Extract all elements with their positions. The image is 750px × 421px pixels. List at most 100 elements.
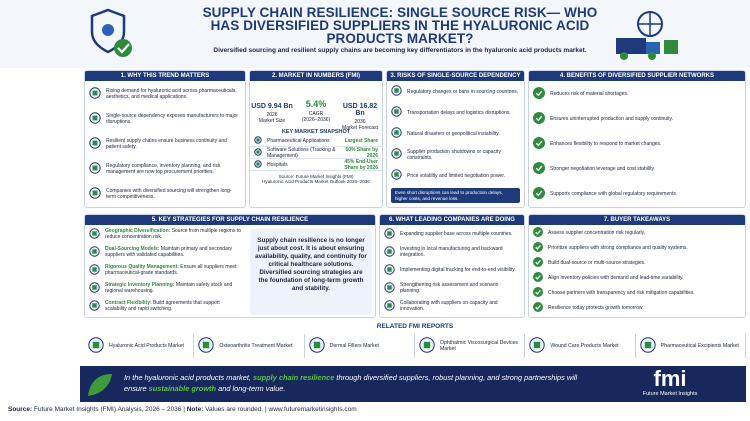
footer-label: Source: — [8, 406, 33, 413]
section-title: 5. KEY STRATEGIES FOR SUPPLY CHAIN RESIL… — [85, 215, 375, 225]
related-section: RELATED FMI REPORTS Hyaluronic Acid Prod… — [84, 323, 746, 363]
icon — [391, 169, 402, 182]
report: Dermal Fillers Market — [305, 334, 415, 358]
item-term: Dual-Sourcing Models: — [105, 246, 160, 252]
list-item: Align inventory policies with demand and… — [529, 270, 745, 285]
report-name: Hyaluronic Acid Products Market — [109, 343, 184, 349]
snapshot-share: 45% End-User Share by 2026 — [344, 158, 378, 171]
related-title: RELATED FMI REPORTS — [376, 323, 454, 330]
item-text: Dual-Sourcing Models: Maintain primary a… — [105, 246, 241, 258]
icon — [254, 159, 262, 170]
check-icon — [533, 186, 545, 201]
list-item: Resilience today protects growth tomorro… — [529, 300, 745, 315]
banner-part: supply chain resilience — [253, 373, 335, 382]
icon — [384, 299, 395, 313]
reports: Hyaluronic Acid Products Market Osteoarth… — [84, 334, 746, 358]
list-item: Transportation delays and logistics disr… — [387, 102, 524, 123]
item-text: Resilient supply chains ensure business … — [106, 137, 227, 150]
list-item: Regulatory changes or bans in sourcing c… — [387, 81, 524, 102]
footer-text: Values are rounded. — [205, 406, 264, 413]
item-text: Companies with diversified sourcing will… — [106, 187, 232, 200]
item-desc: Maintain primary and secondary suppliers… — [105, 246, 232, 258]
item-text: Transportation delays and logistics disr… — [407, 109, 511, 116]
list-item: Price volatility and limited negotiation… — [387, 165, 524, 186]
list-item: Implementing digital tracking for end-to… — [380, 261, 524, 279]
icon — [89, 263, 100, 277]
item-desc: Build agreements that support scalabilit… — [105, 300, 220, 312]
list: Assess supplier concentration risk regul… — [529, 225, 745, 315]
list-item: Stronger negotiation leverage and cost s… — [529, 156, 745, 181]
item-text: Reduces risk of material shortages. — [550, 90, 629, 97]
icon — [391, 148, 402, 161]
item-text: Implementing digital tracking for end-to… — [400, 267, 516, 273]
icon — [384, 263, 395, 277]
list-item: Investing in local manufacturing and bac… — [380, 243, 524, 261]
list-item: Ensures uninterrupted production and sup… — [529, 106, 745, 131]
item-desc: Maintain safety stock and regional wareh… — [105, 282, 233, 294]
icon — [198, 337, 215, 355]
stats: USD 9.94 Bn 2026 Market Size 5.4% CAGR (2026–… — [250, 81, 382, 131]
section-title: 6. WHAT LEADING COMPANIES ARE DOING — [380, 215, 524, 225]
item-text: Price volatility and limited negotiation… — [407, 172, 506, 179]
stat: 5.4% CAGR (2026–2036) — [295, 85, 337, 127]
report-name: Dermal Fillers Market — [329, 343, 379, 349]
check-icon — [533, 241, 543, 254]
title: SUPPLY CHAIN RESILIENCE: SINGLE SOURCE R… — [202, 5, 598, 46]
item-text: Prioritize suppliers with strong complia… — [548, 244, 688, 251]
icon — [639, 337, 656, 355]
stat-year: 2026 — [266, 112, 278, 118]
icon — [391, 106, 402, 119]
item-text: Assess supplier concentration risk regul… — [548, 229, 646, 236]
list-item: Build dual-source or multi-source strate… — [529, 255, 745, 270]
list: Geographic Diversification: Source from … — [85, 225, 245, 315]
note: Even short disruptions can lead to produ… — [391, 188, 520, 203]
takeaways-section: 7. BUYER TAKEAWAYS Assess supplier conce… — [528, 214, 746, 318]
item-text: Stronger negotiation leverage and cost s… — [550, 165, 655, 172]
icon — [89, 86, 101, 101]
item-text: Strengthening risk assessment and scenar… — [400, 282, 499, 294]
section-title: 2. MARKET IN NUMBERS (FMI) — [250, 71, 382, 81]
item-text: Build dual-source or multi-source strate… — [548, 259, 646, 266]
report: Ophthalmic Viscosurgical Devices Market — [415, 334, 526, 358]
list-item: Supports compliance with global regulato… — [529, 181, 745, 206]
list-item: Companies with diversified sourcing will… — [85, 181, 245, 206]
stat: USD 9.94 Bn 2026 Market Size — [251, 85, 293, 127]
snapshot-share: 50% Share by 2026 — [345, 146, 378, 159]
item-text: Expanding supplier base across multiple … — [400, 231, 513, 237]
list: Reduces risk of material shortages. Ensur… — [529, 81, 745, 206]
list-item: Resilient supply chains ensure business … — [85, 131, 245, 156]
report-name: Osteoarthritis Treatment Market — [219, 343, 293, 349]
list: Rising demand for hyaluronic acid across… — [85, 81, 245, 206]
stat-value: USD 9.94 Bn — [251, 103, 293, 110]
snapshot: Pharmaceutical Applications Largest Share… — [250, 135, 382, 171]
report-name: Wound Care Products Market — [550, 343, 619, 349]
check-icon — [533, 161, 545, 176]
list-item: Rising demand for hyaluronic acid across… — [85, 81, 245, 106]
icon — [89, 136, 101, 151]
banner-part: In the hyaluronic acid products market, — [124, 373, 251, 382]
icon — [89, 161, 101, 176]
shield-icon — [90, 8, 132, 57]
source-line: Hyaluronic Acid Products Market Outlook … — [262, 179, 370, 184]
stat-year: CAGR — [308, 111, 324, 117]
check-icon — [533, 271, 543, 284]
check-icon — [533, 256, 543, 269]
list-item: Contract Flexibility: Build agreements t… — [85, 297, 245, 315]
report: Osteoarthritis Treatment Market — [194, 334, 305, 358]
icon — [254, 135, 262, 146]
item-term: Strategic Inventory Planning: — [105, 282, 175, 288]
icon — [89, 111, 101, 126]
logo-mark: fmi — [653, 366, 687, 391]
list-item: Rigorous Quality Management: Ensure all … — [85, 261, 245, 279]
icon — [391, 85, 402, 98]
item-text: Regulatory changes or bans in sourcing c… — [407, 88, 519, 95]
report-name: Ophthalmic Viscosurgical Devices Market — [439, 340, 519, 352]
item-text: Regulatory compliance, inventory plannin… — [106, 162, 221, 175]
list-item: Collaborating with suppliers on capacity… — [380, 297, 524, 315]
item-text: Contract Flexibility: Build agreements t… — [105, 300, 241, 312]
report: Wound Care Products Market — [525, 334, 636, 358]
icon — [89, 245, 100, 259]
item-text: Align inventory policies with demand and… — [548, 274, 684, 281]
source-line: Source: Future Market Insights (FMI) — [278, 174, 354, 179]
icon — [89, 281, 100, 295]
